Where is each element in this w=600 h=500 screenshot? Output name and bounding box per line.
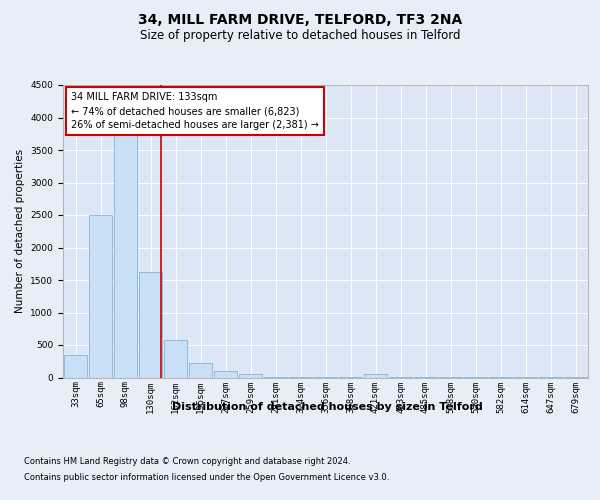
- Bar: [239, 374, 262, 378]
- Text: 34 MILL FARM DRIVE: 133sqm
← 74% of detached houses are smaller (6,823)
26% of s: 34 MILL FARM DRIVE: 133sqm ← 74% of deta…: [71, 92, 319, 130]
- Bar: [214, 371, 237, 378]
- Text: Contains public sector information licensed under the Open Government Licence v3: Contains public sector information licen…: [24, 472, 389, 482]
- Text: 34, MILL FARM DRIVE, TELFORD, TF3 2NA: 34, MILL FARM DRIVE, TELFORD, TF3 2NA: [138, 12, 462, 26]
- Bar: [114, 134, 137, 378]
- Bar: [89, 215, 112, 378]
- Bar: [139, 272, 162, 378]
- Bar: [64, 355, 87, 378]
- Text: Distribution of detached houses by size in Telford: Distribution of detached houses by size …: [172, 402, 482, 412]
- Bar: [189, 363, 212, 378]
- Bar: [364, 374, 387, 378]
- Text: Contains HM Land Registry data © Crown copyright and database right 2024.: Contains HM Land Registry data © Crown c…: [24, 458, 350, 466]
- Y-axis label: Number of detached properties: Number of detached properties: [15, 149, 25, 314]
- Bar: [164, 340, 187, 378]
- Text: Size of property relative to detached houses in Telford: Size of property relative to detached ho…: [140, 29, 460, 42]
